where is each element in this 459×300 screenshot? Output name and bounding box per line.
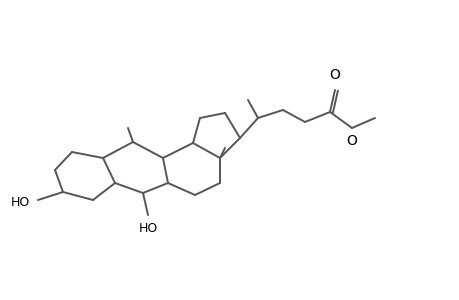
- Text: HO: HO: [138, 222, 157, 235]
- Text: HO: HO: [11, 196, 30, 209]
- Text: O: O: [329, 68, 340, 82]
- Text: O: O: [346, 134, 357, 148]
